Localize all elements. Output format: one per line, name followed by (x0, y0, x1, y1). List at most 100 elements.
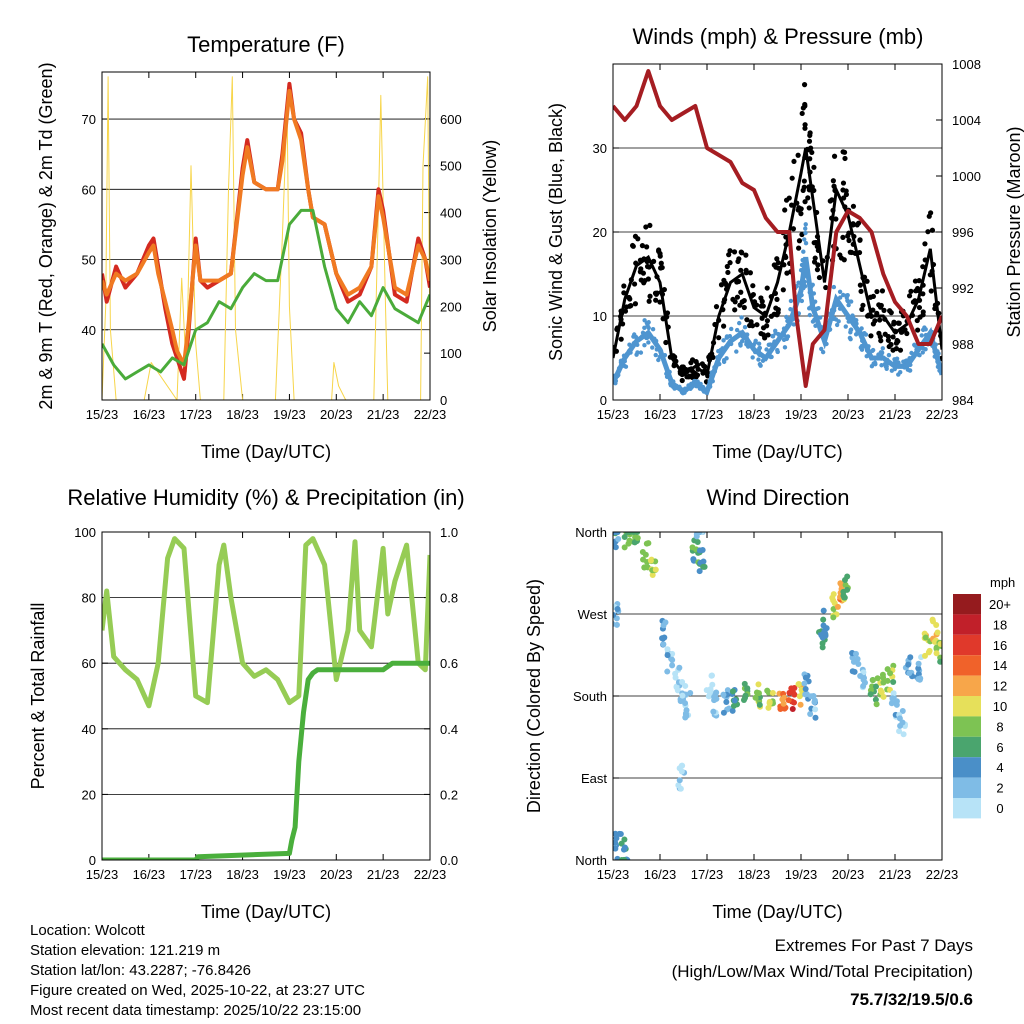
sonic-wind-point (803, 222, 808, 227)
wind-direction-point (679, 762, 686, 769)
sonic-wind-point (846, 302, 851, 308)
wind-direction-point (860, 683, 867, 690)
y2-tick-label: 0.6 (440, 656, 458, 671)
legend-label: 6 (996, 740, 1003, 755)
gust-point (859, 306, 865, 313)
x-tick-label: 17/23 (691, 407, 724, 422)
gust-point (632, 301, 639, 307)
sonic-wind-point (801, 249, 806, 254)
legend-label: 14 (993, 658, 1007, 673)
y2-tick-label: 200 (440, 299, 462, 314)
x-tick-label: 17/23 (179, 867, 212, 882)
wind-direction-point (621, 544, 628, 551)
gust-point (771, 262, 777, 268)
gust-point (647, 293, 653, 299)
gust-point (643, 224, 649, 230)
wind-direction-point (613, 544, 619, 551)
gust-point (644, 244, 650, 250)
wind-direction-point (675, 782, 682, 789)
wind-direction-point (613, 845, 619, 852)
sonic-wind-point (788, 298, 794, 304)
gust-point (897, 347, 904, 353)
gust-point (663, 339, 669, 346)
x-tick-label: 18/23 (738, 867, 771, 882)
sonic-wind-point (739, 315, 744, 320)
legend-label: 4 (996, 760, 1003, 775)
sonic-wind-point (843, 324, 848, 329)
sonic-wind-point (871, 361, 876, 366)
station-pressure-line (613, 69, 942, 388)
wind-direction-point (888, 700, 895, 707)
gust-point (713, 304, 720, 310)
wind-direction-point (621, 534, 628, 541)
wind-direction-point (889, 695, 896, 702)
sonic-wind-point (898, 369, 903, 375)
y-axis-label: Sonic Wind & Gust (Blue, Black) (546, 103, 566, 361)
wind-direction-point (922, 634, 929, 641)
gust-point (846, 237, 852, 244)
y-tick-label: 40 (82, 722, 96, 737)
sonic-wind-point (750, 355, 755, 360)
legend-label: 20+ (989, 597, 1011, 612)
wind-direction-point (669, 650, 676, 657)
gust-point (809, 149, 815, 156)
gust-point (726, 252, 732, 258)
wind-direction-point (812, 714, 819, 721)
wind-direction-point (900, 731, 907, 738)
sonic-wind-point (781, 337, 787, 343)
sonic-wind-point (729, 326, 734, 332)
sonic-wind-point (917, 353, 922, 358)
2m-td-line (102, 208, 430, 381)
gust-point (802, 125, 808, 131)
gust-point (814, 267, 821, 273)
wind-direction-point (802, 674, 809, 681)
y-tick-label: North (575, 853, 607, 868)
wind-direction-point (797, 701, 804, 708)
x-tick-label: 21/23 (367, 867, 400, 882)
y2-tick-label: 0.8 (440, 591, 458, 606)
gust-point (765, 332, 771, 338)
legend-swatch (953, 798, 981, 819)
wind-direction-point (867, 691, 874, 698)
gust-point (806, 138, 813, 144)
x-tick-label: 19/23 (785, 867, 818, 882)
wind-direction-point (841, 594, 848, 601)
wind-direction-point (752, 694, 759, 701)
x-tick-label: 22/23 (414, 867, 447, 882)
x-tick-label: 20/23 (320, 407, 353, 422)
gust-point (846, 230, 852, 236)
y-tick-label: 100 (74, 525, 96, 540)
gust-point (741, 297, 747, 304)
gust-point (830, 178, 836, 184)
legend-swatch (953, 777, 981, 798)
gust-point (812, 255, 818, 261)
sonic-wind-point (919, 333, 924, 338)
sonic-wind-point (803, 241, 809, 246)
sonic-wind-point (646, 320, 651, 325)
sonic-wind-point (753, 338, 758, 343)
sonic-wind-point (803, 230, 808, 236)
gust-point (738, 249, 744, 255)
y-tick-label: 10 (593, 309, 607, 324)
x-tick-label: 15/23 (86, 867, 119, 882)
gust-point (831, 153, 838, 159)
gust-point (764, 285, 770, 291)
sonic-wind-point (848, 299, 854, 304)
gust-point (774, 256, 780, 262)
y-axis-label: 2m & 9m T (Red, Orange) & 2m Td (Green) (36, 62, 56, 409)
gust-point (775, 306, 781, 313)
gust-point (639, 243, 646, 249)
extremes-subheading: (High/Low/Max Wind/Total Precipitation) (672, 962, 973, 981)
gust-point (840, 180, 847, 186)
y2-tick-label: 992 (952, 281, 974, 296)
gust-point (799, 110, 805, 117)
x-tick-label: 18/23 (738, 407, 771, 422)
2m-t-line (102, 81, 430, 381)
x-tick-label: 19/23 (273, 867, 306, 882)
x-tick-label: 18/23 (226, 407, 259, 422)
gust-point (823, 284, 829, 291)
gust-point (829, 197, 835, 203)
gust-point (860, 302, 866, 308)
gust-point (786, 195, 792, 201)
gust-point (870, 321, 876, 327)
